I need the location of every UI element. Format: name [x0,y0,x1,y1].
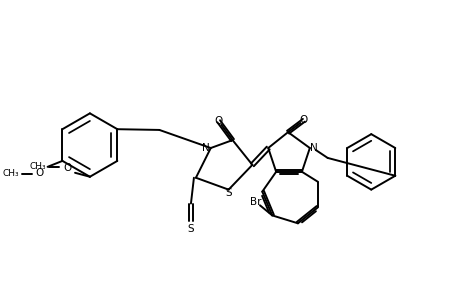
Text: N: N [202,142,209,152]
Text: O: O [299,115,308,125]
Text: N: N [310,142,318,152]
Text: O: O [63,163,71,173]
Text: CH₃: CH₃ [29,162,46,171]
Text: CH₃: CH₃ [2,169,19,178]
Text: O: O [35,168,44,178]
Text: S: S [187,224,194,234]
Text: Br: Br [249,196,261,206]
Text: S: S [225,188,232,198]
Text: O: O [214,116,222,126]
